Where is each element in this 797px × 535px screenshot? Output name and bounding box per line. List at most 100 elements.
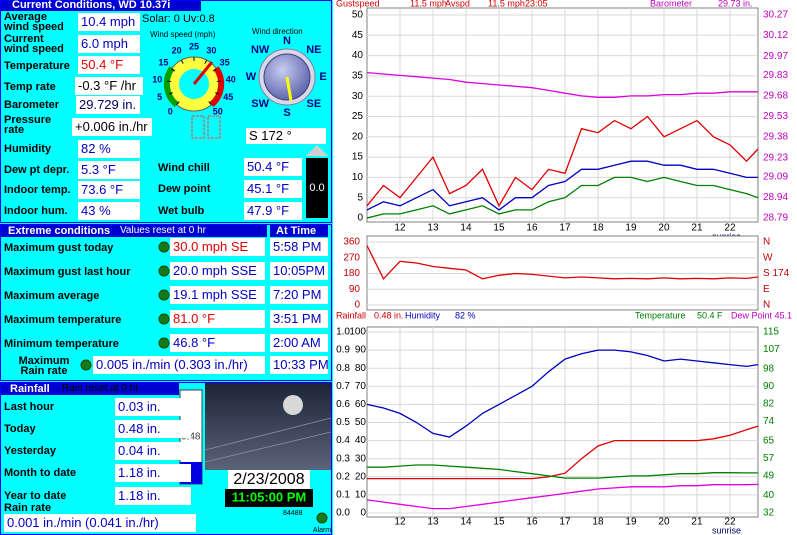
y-tick-label: 0.3 [336, 453, 350, 464]
y-tick-label: 30 [352, 91, 364, 102]
status-led [158, 337, 170, 349]
gauge-tick [215, 92, 220, 95]
moon [283, 395, 303, 415]
series-line [367, 464, 758, 479]
gauge-band [163, 66, 179, 108]
time-box: 7:20 PM [270, 286, 328, 304]
row-label: Rain rate [4, 502, 52, 514]
x-tick-label: 20 [658, 223, 670, 234]
y-tick-label: 0.2 [336, 471, 350, 482]
row-label: Temperature [4, 60, 70, 72]
solar: Solar: 0 Uv:0.8 [142, 13, 215, 25]
value-box: 46.8 °F [170, 334, 265, 352]
value-box: 47.9 °F [244, 202, 302, 220]
series-line [366, 115, 759, 208]
y-tick-label: 0.5 [336, 417, 350, 428]
webcam-wire [204, 417, 332, 451]
value-box: 82 % [78, 140, 140, 158]
y-tick-label: 60 [355, 399, 367, 410]
y-tick-label: 98 [763, 364, 775, 375]
x-tick-label: 21 [691, 223, 703, 234]
series-line [366, 176, 759, 219]
x-tick-label: 17 [559, 517, 571, 528]
gauge-band [209, 66, 225, 108]
value-box: 50.4 °F [78, 56, 140, 74]
value-box: 1.18 in. [115, 487, 191, 505]
value-box: 81.0 °F [170, 310, 265, 328]
x-tick-label: 15 [493, 223, 505, 234]
webcam-image [205, 383, 331, 470]
value-box: 5.3 °F [78, 161, 140, 179]
direction-box: S 172 ° [246, 128, 326, 144]
section-title: Extreme conditions [8, 225, 111, 237]
y-tick-label: 29.83 [763, 70, 788, 81]
y-tick-label: 0.4 [336, 435, 350, 446]
y-tick-label: 0.6 [336, 399, 350, 410]
gauge-tick-label: 10 [152, 75, 162, 85]
legend-text: Humidity [405, 310, 441, 320]
y-tick-label: 0 [357, 213, 363, 224]
row-label: Last hour [4, 401, 55, 413]
legend-text: 11.5 mph [488, 0, 525, 8]
y-tick-label: 65 [763, 436, 775, 447]
y-tick-label: 15 [352, 152, 364, 163]
row-label: Wet bulb [158, 205, 205, 217]
status-led [158, 241, 170, 253]
x-tick-label: 22 [724, 223, 736, 234]
counter: 84488 [283, 510, 303, 517]
x-tick-label: 18 [592, 517, 604, 528]
meter-value: 0.0 [309, 182, 324, 194]
gauge-tick [204, 59, 208, 64]
value-box: 0.48 in. [115, 420, 191, 438]
y-tick-label: 74 [763, 416, 775, 427]
compass-label: NE [306, 44, 321, 56]
x-tick-label: 22 [724, 517, 736, 528]
legend-text: Dew Point 45.1 [731, 310, 792, 320]
value-box: 10.4 mph [78, 13, 140, 31]
y-tick-label: 29.97 [763, 51, 788, 62]
y-tick-label: 80 [355, 363, 367, 374]
gauge-tick-label: 40 [226, 75, 236, 85]
y-tick-label: 57 [763, 453, 775, 464]
x-tick-label: 18 [592, 223, 604, 234]
y-tick-label: 70 [355, 381, 367, 392]
alarm-led [316, 512, 328, 524]
compass-label: SE [307, 98, 322, 110]
gauge-tick [176, 101, 180, 106]
header-bar [1, 225, 267, 237]
led-digit [191, 115, 205, 139]
series-line [366, 160, 758, 211]
y-tick-label: 20 [352, 131, 364, 142]
time-box [225, 489, 313, 507]
series-line [366, 483, 759, 510]
x-tick-label: 20 [658, 517, 670, 528]
legend-text: 50.4 F [697, 310, 723, 320]
x-tick-label: 16 [526, 517, 538, 528]
y-tick-label: 180 [343, 268, 360, 279]
value-box: 30.0 mph SE [170, 238, 265, 256]
y-tick-label: 0.9 [336, 345, 350, 356]
gauge-tick-label: 5 [157, 92, 162, 102]
row-label: Today [4, 423, 36, 435]
gauge-title: Wind speed (mph) [150, 30, 216, 39]
legend-text: 82 % [455, 310, 476, 320]
alarm-label: Alarm [313, 527, 331, 534]
value-box: 0.04 in. [115, 442, 191, 460]
row-label: Current wind speed [4, 33, 64, 55]
time-box: 10:05PM [270, 262, 328, 280]
meter-arrow [306, 145, 328, 156]
y-tick-label: 0.7 [336, 381, 350, 392]
row-label: Year to date [4, 490, 67, 502]
webcam-date: 2/23/2008 [233, 471, 304, 488]
gauge-tick-label: 0 [168, 107, 173, 117]
compass-label: SW [251, 98, 269, 110]
y-tick-label: 45 [352, 30, 364, 41]
compass-title: Wind direction [252, 27, 303, 36]
y-tick-label: N [763, 237, 770, 248]
y-tick-label: 0 [360, 508, 366, 519]
gauge-tick-label: 50 [213, 107, 223, 117]
time-box: 2:00 AM [270, 334, 328, 352]
legend-text: 11.5 mph [410, 0, 447, 8]
y-tick-label: 360 [343, 237, 360, 248]
